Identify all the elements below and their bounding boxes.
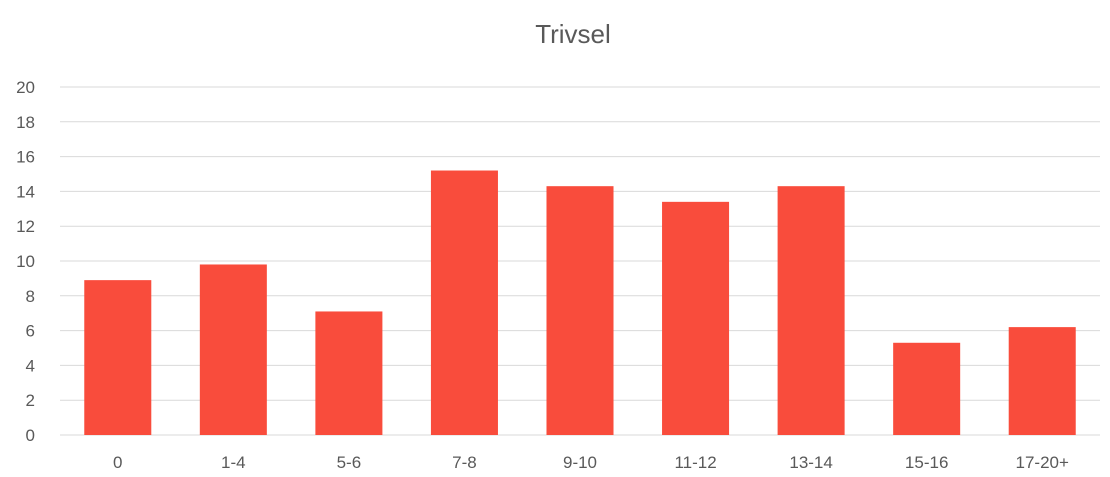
- y-tick-label: 4: [26, 356, 35, 375]
- bar-17-20+: [1008, 327, 1076, 435]
- y-tick-label: 20: [16, 78, 35, 97]
- x-tick-label: 9-10: [563, 453, 597, 472]
- bar-11-12: [662, 201, 730, 435]
- y-tick-label: 18: [16, 113, 35, 132]
- bars: [84, 170, 1076, 435]
- bar-9-10: [546, 186, 614, 435]
- bar-0: [84, 280, 152, 435]
- y-tick-label: 16: [16, 148, 35, 167]
- x-tick-label: 5-6: [337, 453, 362, 472]
- x-tick-label: 1-4: [221, 453, 246, 472]
- x-tick-label: 13-14: [789, 453, 832, 472]
- y-tick-label: 0: [26, 426, 35, 445]
- y-tick-label: 10: [16, 252, 35, 271]
- bar-5-6: [315, 311, 383, 435]
- x-axis-tick-labels: 0 1-4 5-6 7-8 9-10 11-12 13-14 15-16 17-20+: [113, 453, 1069, 472]
- x-tick-label: 7-8: [452, 453, 477, 472]
- chart-title: Trivsel: [535, 19, 611, 49]
- bar-15-16: [893, 342, 961, 435]
- bar-1-4: [199, 264, 267, 435]
- bar-7-8: [430, 170, 498, 435]
- x-tick-label: 17-20+: [1016, 453, 1069, 472]
- y-tick-label: 6: [26, 322, 35, 341]
- y-tick-label: 2: [26, 391, 35, 410]
- x-tick-label: 15-16: [905, 453, 948, 472]
- x-tick-label: 11-12: [674, 453, 716, 472]
- y-tick-label: 14: [16, 182, 35, 201]
- x-tick-label: 0: [113, 453, 122, 472]
- y-tick-label: 8: [26, 287, 35, 306]
- bar-13-14: [777, 186, 845, 435]
- y-tick-label: 12: [16, 217, 35, 236]
- y-axis-tick-labels: 0 2 4 6 8 10 12 14 16 18 20: [16, 78, 35, 445]
